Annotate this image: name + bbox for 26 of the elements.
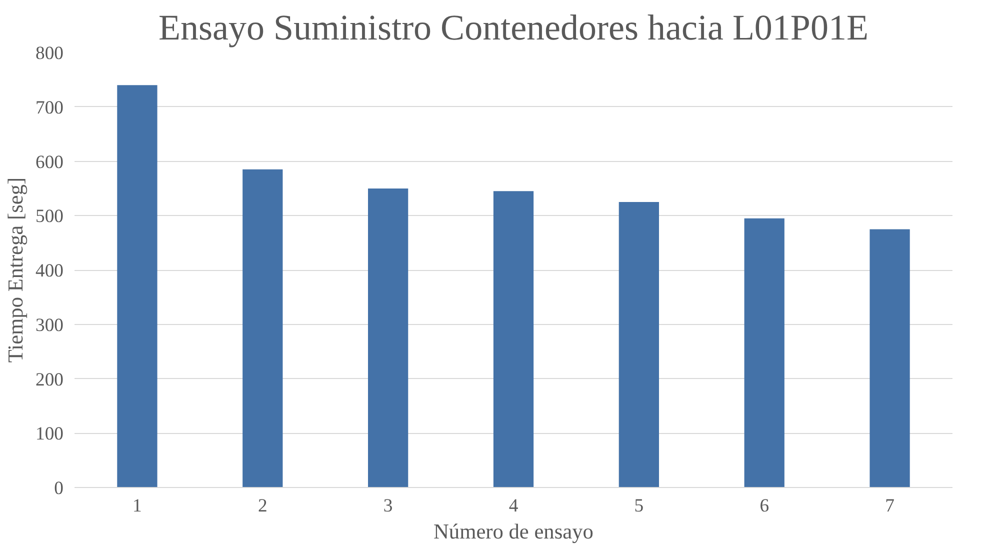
x-tick-label: 6 <box>760 496 770 516</box>
x-axis-title: Número de ensayo <box>434 520 594 544</box>
y-tick-label: 0 <box>54 478 64 499</box>
bar <box>870 229 910 488</box>
x-tick-label: 3 <box>383 496 393 516</box>
x-tick-label: 1 <box>132 496 142 516</box>
x-tick-label: 5 <box>634 496 644 516</box>
x-tick-label: 7 <box>885 496 894 516</box>
y-tick-label: 600 <box>36 152 64 173</box>
y-tick-label: 400 <box>36 260 64 282</box>
y-tick-label: 100 <box>36 424 64 445</box>
bar <box>368 188 408 488</box>
y-tick-label: 700 <box>36 97 64 118</box>
y-tick-label: 200 <box>36 369 64 390</box>
y-axis-title: Tiempo Entrega [seg] <box>4 177 28 363</box>
x-tick-label: 4 <box>508 496 519 516</box>
y-tick-label: 300 <box>36 314 64 336</box>
x-tick-label: 2 <box>258 496 268 516</box>
bar <box>242 169 283 488</box>
bar <box>618 202 659 488</box>
chart-title: Ensayo Suministro Contenedores hacia L01P01E <box>158 8 868 48</box>
bar <box>493 191 534 488</box>
bar <box>117 85 158 488</box>
y-tick-label: 500 <box>36 206 64 228</box>
y-tick-label: 800 <box>36 43 64 64</box>
bar <box>744 218 784 488</box>
